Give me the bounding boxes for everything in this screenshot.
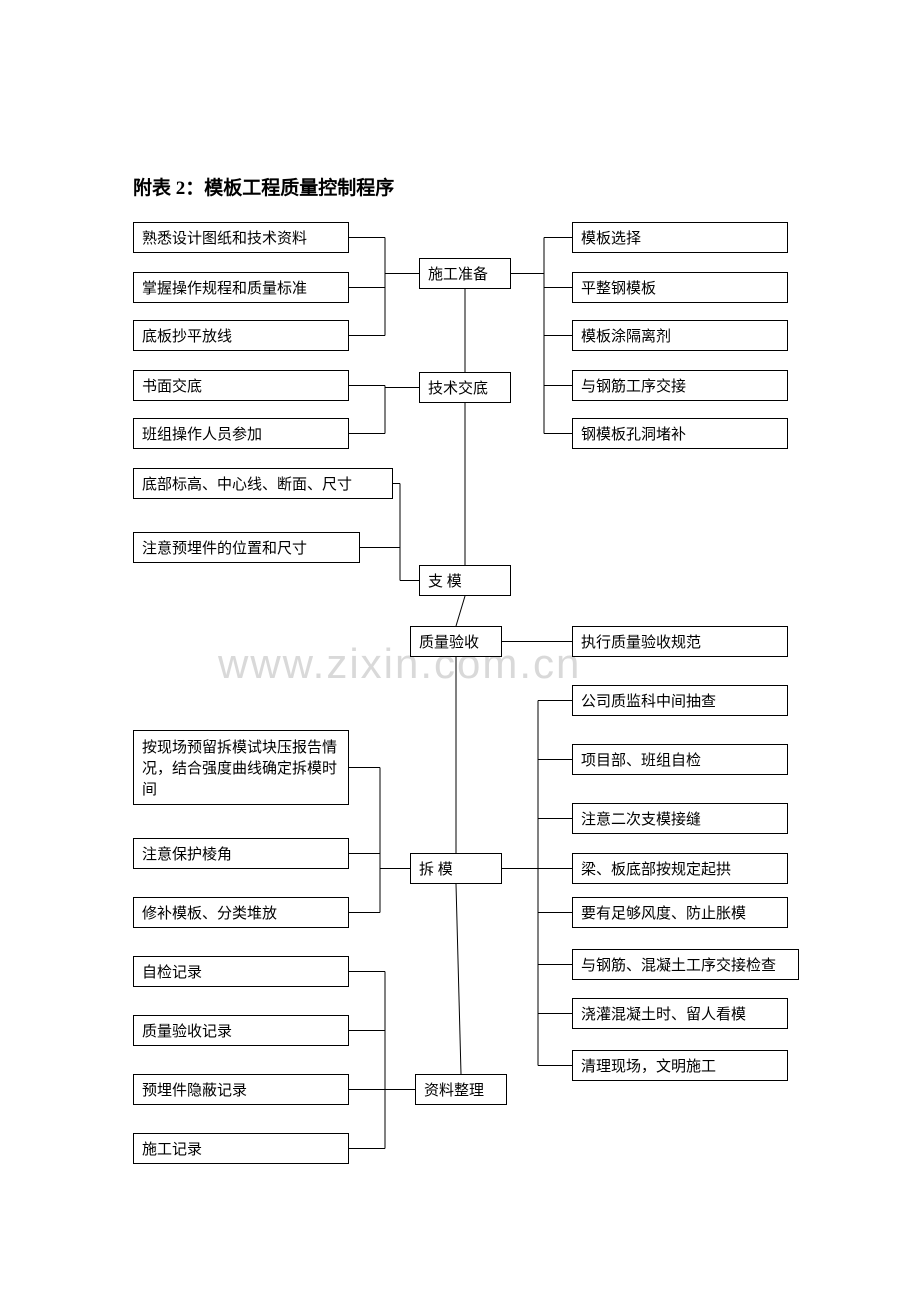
left-box: 质量验收记录 <box>133 1015 349 1046</box>
right-box: 梁、板底部按规定起拱 <box>572 853 788 884</box>
left-box: 底部标高、中心线、断面、尺寸 <box>133 468 393 499</box>
left-box: 班组操作人员参加 <box>133 418 349 449</box>
right-box: 项目部、班组自检 <box>572 744 788 775</box>
right-box: 清理现场，文明施工 <box>572 1050 788 1081</box>
right-box: 模板涂隔离剂 <box>572 320 788 351</box>
left-box: 熟悉设计图纸和技术资料 <box>133 222 349 253</box>
left-box: 注意预埋件的位置和尺寸 <box>133 532 360 563</box>
right-box: 注意二次支模接缝 <box>572 803 788 834</box>
left-box: 底板抄平放线 <box>133 320 349 351</box>
left-box: 书面交底 <box>133 370 349 401</box>
right-box: 平整钢模板 <box>572 272 788 303</box>
center-node-prep: 施工准备 <box>419 258 511 289</box>
right-box: 浇灌混凝土时、留人看模 <box>572 998 788 1029</box>
right-box: 与钢筋工序交接 <box>572 370 788 401</box>
page: www.zixin.com.cn 附表 2：模板工程质量控制程序 施工准备技术交… <box>0 0 920 1302</box>
left-box: 施工记录 <box>133 1133 349 1164</box>
center-node-ziliao: 资料整理 <box>415 1074 507 1105</box>
right-box: 钢模板孔洞堵补 <box>572 418 788 449</box>
right-box: 执行质量验收规范 <box>572 626 788 657</box>
left-box: 修补模板、分类堆放 <box>133 897 349 928</box>
left-box: 按现场预留拆模试块压报告情况，结合强度曲线确定拆模时间 <box>133 730 349 805</box>
right-box: 模板选择 <box>572 222 788 253</box>
diagram-title: 附表 2：模板工程质量控制程序 <box>133 173 394 200</box>
left-box: 自检记录 <box>133 956 349 987</box>
right-box: 公司质监科中间抽查 <box>572 685 788 716</box>
center-node-zhimo: 支 模 <box>419 565 511 596</box>
right-box: 要有足够风度、防止胀模 <box>572 897 788 928</box>
center-node-quality: 质量验收 <box>410 626 502 657</box>
left-box: 注意保护棱角 <box>133 838 349 869</box>
right-box: 与钢筋、混凝土工序交接检查 <box>572 949 799 980</box>
left-box: 掌握操作规程和质量标准 <box>133 272 349 303</box>
center-node-chaimo: 拆 模 <box>410 853 502 884</box>
left-box: 预埋件隐蔽记录 <box>133 1074 349 1105</box>
center-node-tech: 技术交底 <box>419 372 511 403</box>
